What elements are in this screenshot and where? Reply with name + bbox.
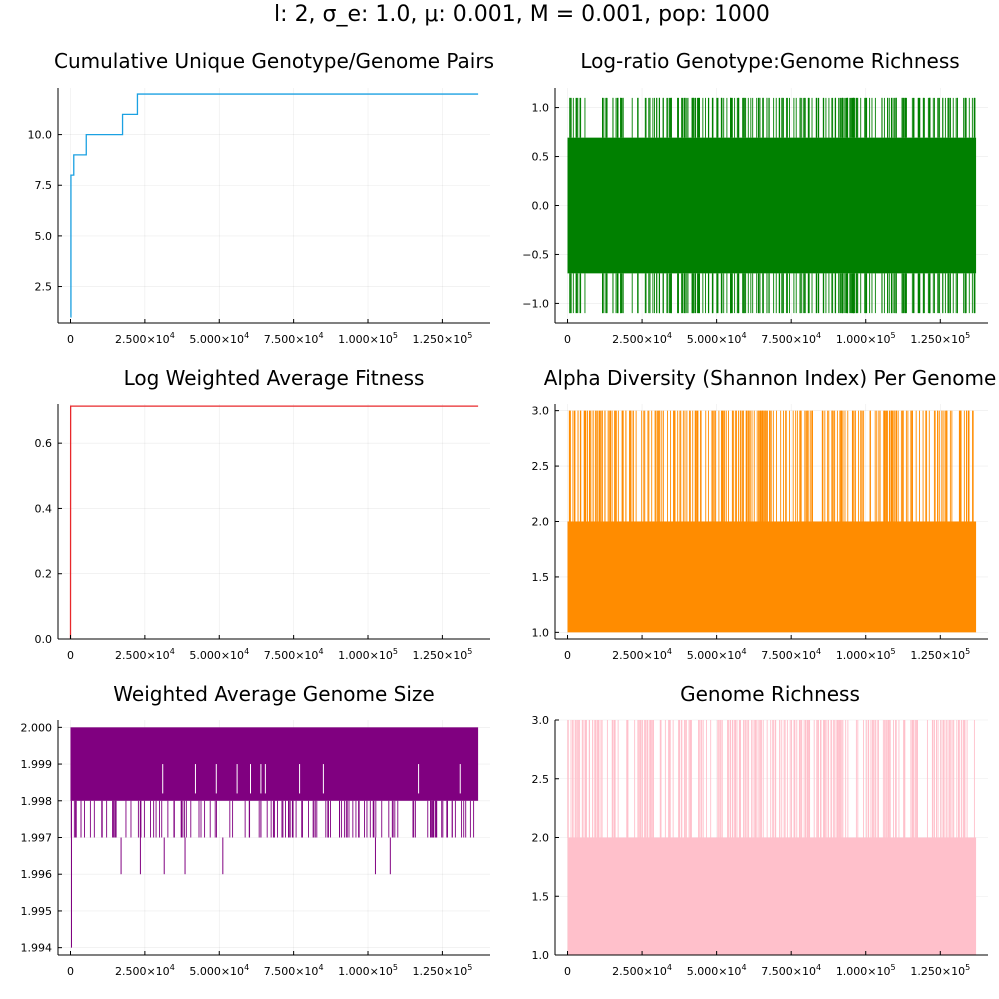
- subplot-2: Log-ratio Genotype:Genome Richness −1.0 −0…: [522, 49, 988, 346]
- x-tick-label: 1.250×105: [910, 963, 970, 978]
- y-tick-label: 1.995: [21, 905, 53, 918]
- series-band: [567, 837, 977, 955]
- y-tick-label: 1.0: [532, 102, 550, 115]
- y-tick-label: 0.0: [532, 200, 550, 213]
- y-tick-label: 2.000: [21, 721, 53, 734]
- y-tick-label: 1.5: [532, 890, 550, 903]
- y-tick-label: 2.5: [532, 773, 550, 786]
- y-tick-label: 1.999: [21, 758, 53, 771]
- y-tick-label: 2.5: [35, 281, 53, 294]
- series-line: [70, 93, 479, 318]
- series: [70, 727, 479, 948]
- x-tick-label: 1.250×105: [412, 331, 472, 346]
- y-tick-label: 0.0: [35, 633, 53, 646]
- series-line: [69, 405, 479, 640]
- subplot-title: Genome Richness: [680, 682, 860, 706]
- series-band: [70, 727, 479, 801]
- x-tick-label: 1.000×105: [836, 331, 896, 346]
- y-tick-label: 0.5: [532, 151, 550, 164]
- y-tick-label: 5.0: [35, 230, 53, 243]
- x-tick-label: 0: [564, 649, 571, 662]
- x-tick-label: 2.500×104: [612, 963, 672, 978]
- x-tick-label: 1.000×105: [338, 647, 398, 662]
- series: [567, 410, 977, 633]
- x-tick-label: 7.500×104: [264, 331, 324, 346]
- x-tick-label: 5.000×104: [189, 963, 249, 978]
- y-tick-label: 0.2: [35, 568, 53, 581]
- subplot-1: Cumulative Unique Genotype/Genome Pairs 2…: [28, 49, 495, 346]
- x-tick-label: 2.500×104: [612, 331, 672, 346]
- x-tick-label: 5.000×104: [687, 331, 747, 346]
- x-tick-label: 7.500×104: [761, 963, 821, 978]
- y-tick-label: 1.998: [21, 795, 53, 808]
- x-tick-label: 1.250×105: [412, 963, 472, 978]
- y-tick-label: 1.997: [21, 832, 53, 845]
- x-tick-label: 2.500×104: [115, 647, 175, 662]
- x-tick-label: 1.000×105: [338, 331, 398, 346]
- x-tick-label: 5.000×104: [687, 647, 747, 662]
- x-tick-label: 0: [67, 649, 74, 662]
- x-tick-label: 5.000×104: [189, 647, 249, 662]
- y-tick-label: −1.0: [522, 297, 549, 310]
- x-tick-label: 7.500×104: [264, 963, 324, 978]
- x-tick-label: 1.000×105: [836, 647, 896, 662]
- subplot-3: Log Weighted Average Fitness 0.0 0.2 0.4 0.6…: [35, 366, 490, 662]
- x-tick-label: 1.250×105: [412, 647, 472, 662]
- y-tick-label: 1.994: [21, 942, 53, 955]
- y-tick-label: 2.0: [532, 832, 550, 845]
- x-tick-label: 1.250×105: [910, 647, 970, 662]
- x-tick-label: 1.000×105: [836, 963, 896, 978]
- x-tick-label: 2.500×104: [612, 647, 672, 662]
- y-tick-label: 1.0: [532, 626, 550, 639]
- subplot-title: Log-ratio Genotype:Genome Richness: [580, 49, 959, 73]
- figure-title: l: 2, σ_e: 1.0, μ: 0.001, M = 0.001, pop…: [274, 2, 770, 27]
- y-tick-label: 10.0: [28, 129, 53, 142]
- subplot-title: Log Weighted Average Fitness: [124, 366, 425, 390]
- y-tick-label: 7.5: [35, 179, 53, 192]
- series: [567, 97, 977, 314]
- series: [70, 93, 479, 318]
- y-tick-label: −0.5: [522, 248, 549, 261]
- x-tick-label: 0: [564, 965, 571, 978]
- subplot-title: Cumulative Unique Genotype/Genome Pairs: [54, 49, 494, 73]
- y-tick-label: 1.996: [21, 868, 53, 881]
- x-tick-label: 1.000×105: [338, 963, 398, 978]
- y-tick-label: 3.0: [532, 714, 550, 727]
- x-tick-label: 7.500×104: [761, 331, 821, 346]
- x-tick-label: 7.500×104: [264, 647, 324, 662]
- x-tick-label: 2.500×104: [115, 331, 175, 346]
- y-tick-label: 3.0: [532, 405, 550, 418]
- y-tick-label: 2.0: [532, 516, 550, 529]
- x-tick-label: 5.000×104: [189, 331, 249, 346]
- x-tick-label: 0: [564, 333, 571, 346]
- y-tick-label: 0.4: [35, 502, 53, 515]
- x-tick-label: 0: [67, 333, 74, 346]
- x-tick-label: 1.250×105: [910, 331, 970, 346]
- subplot-title: Weighted Average Genome Size: [113, 682, 434, 706]
- series-band: [567, 137, 977, 274]
- subplot-6: Genome Richness 1.0 1.5 2.0 2.5 3.0 0 2.500×104…: [532, 682, 988, 978]
- series: [567, 720, 977, 955]
- y-tick-label: 1.5: [532, 571, 550, 584]
- y-tick-label: 1.0: [532, 949, 550, 962]
- subplot-title: Alpha Diversity (Shannon Index) Per Geno…: [544, 366, 997, 390]
- x-tick-label: 0: [67, 965, 74, 978]
- subplot-5: Weighted Average Genome Size 1.994 1.995 1.…: [21, 682, 490, 978]
- series: [69, 405, 479, 640]
- x-tick-label: 2.500×104: [115, 963, 175, 978]
- series-band: [567, 521, 977, 633]
- x-tick-label: 5.000×104: [687, 963, 747, 978]
- y-tick-label: 0.6: [35, 437, 53, 450]
- subplot-4: Alpha Diversity (Shannon Index) Per Geno…: [532, 366, 997, 662]
- y-tick-label: 2.5: [532, 460, 550, 473]
- x-tick-label: 7.500×104: [761, 647, 821, 662]
